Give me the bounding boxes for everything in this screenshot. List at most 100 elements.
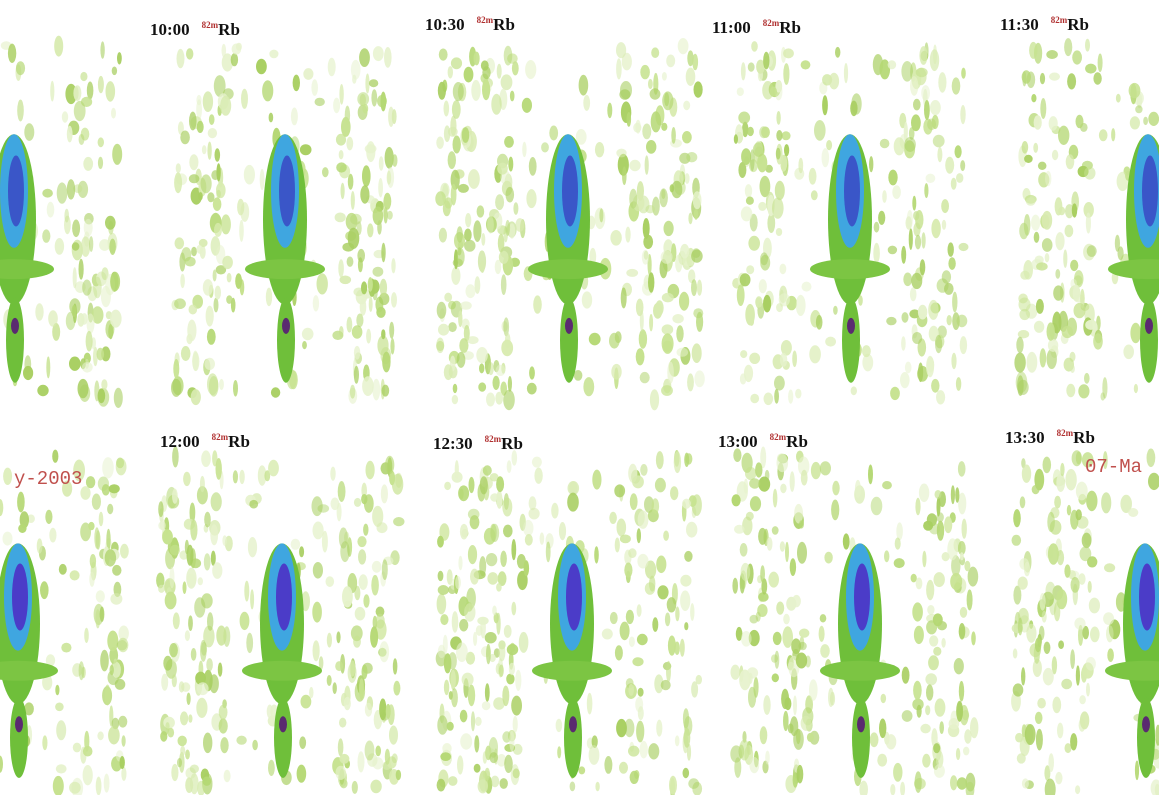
speckle [480,260,485,273]
speckle [780,154,788,172]
speckle [381,329,386,340]
speckle [1150,779,1159,795]
speckle [798,157,804,174]
speckle [742,516,753,536]
speckle [40,581,49,600]
speckle [337,481,346,502]
speckle [1090,626,1100,643]
speckle [236,735,247,745]
speckle [904,361,912,374]
speckle [525,60,537,79]
speckle [789,471,795,492]
speckle [1078,624,1084,646]
speckle [208,114,215,125]
speckle [901,336,906,351]
speckle [1072,50,1082,65]
speckle [795,294,806,316]
speckle [961,518,967,539]
speckle [887,60,897,70]
speckle [637,687,644,697]
speckle [339,717,347,728]
speckle [1044,765,1051,781]
speckle [188,615,193,631]
speckle [1066,383,1076,398]
speckle [609,611,618,625]
speckle [879,718,887,739]
panel-label: 12:00 82mRb [160,432,250,451]
speckle [1017,379,1029,395]
speckle [113,387,123,408]
speckle [761,126,770,138]
speckle [691,343,702,364]
speckle [456,226,463,243]
speckle [684,173,690,184]
speckle [1067,73,1077,90]
speckle [636,528,641,544]
speckle [498,250,509,264]
speckle [1055,232,1065,251]
speckle [785,541,789,563]
speckle [352,74,357,84]
speckle [486,643,491,665]
speckle [121,735,126,747]
speckle [471,79,481,101]
speckle [200,174,212,194]
speckle [850,386,857,396]
speckle [496,754,507,767]
speckle [197,577,203,586]
speckle [210,492,222,512]
speckle [446,721,454,731]
speckle [794,503,804,524]
speckle [24,702,34,716]
speckle [928,299,939,320]
isotope-symbol: Rb [501,434,523,453]
speckle [649,88,661,100]
speckle [1034,637,1042,653]
speckle [312,295,320,312]
speckle [346,256,354,267]
speckle [792,350,797,368]
speckle [86,81,94,100]
speckle [1045,581,1056,600]
speckle [391,258,396,274]
speckle [436,593,447,615]
speckle [832,480,840,496]
speckle [333,97,341,114]
speckle [660,679,671,691]
tail [277,297,295,383]
speckle [1148,472,1159,491]
isotope-mass: 82m [212,432,229,442]
speckle [624,562,633,578]
uptake-core [8,155,24,227]
speckle [691,279,697,297]
speckle [833,305,838,315]
speckle [850,100,858,117]
speckle [202,776,212,786]
speckle [835,46,841,58]
speckle [456,351,466,368]
speckle [72,267,77,289]
speckle [465,651,476,665]
speckle [503,45,513,66]
speckle [1054,495,1061,509]
speckle [393,680,401,696]
speckle [1019,308,1030,321]
speckle [436,301,447,319]
speckle [72,219,81,238]
speckle [509,730,515,752]
speckle [759,175,771,198]
speckle [730,664,741,680]
speckle [638,329,648,349]
speckle [578,766,586,775]
speckle [523,560,530,577]
speckle [648,78,653,90]
speckle [215,265,227,275]
speckle [490,523,500,543]
speckle [165,722,170,731]
speckle [299,546,305,558]
speckle [177,758,182,768]
speckle [389,470,396,486]
speckle [780,340,792,356]
speckle [379,278,388,297]
speckle [221,53,234,72]
